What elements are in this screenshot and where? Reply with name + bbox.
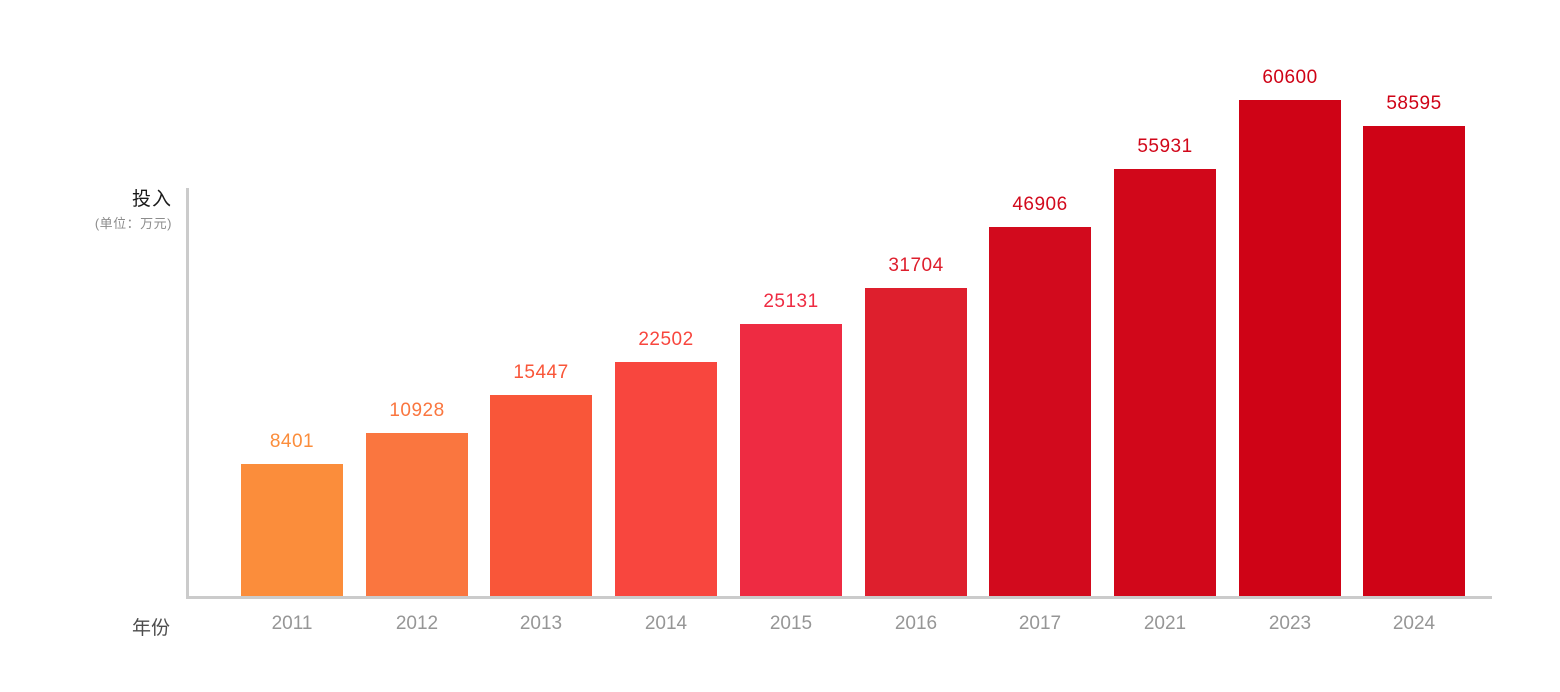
bar-2015 (740, 324, 842, 596)
x-tick-label-2011: 2011 (271, 613, 313, 634)
bar-value-label-2021: 55931 (1137, 136, 1193, 157)
bar-2014 (615, 362, 717, 596)
bar-2012 (366, 433, 468, 596)
y-axis-line (186, 188, 189, 599)
bar-value-label-2017: 46906 (1012, 194, 1068, 215)
x-axis-line (186, 596, 1492, 599)
x-tick-label-2016: 2016 (894, 613, 938, 634)
y-axis-title-block: 投入 (单位：万元) (40, 190, 172, 230)
y-axis-label: 投入 (131, 189, 172, 210)
x-tick-label-2024: 2024 (1392, 613, 1436, 634)
bar-value-label-2015: 25131 (763, 291, 819, 312)
bar-value-label-2012: 10928 (389, 400, 445, 421)
x-tick-label-2023: 2023 (1268, 613, 1312, 634)
bar-2013 (490, 395, 592, 596)
x-tick-label-2015: 2015 (769, 613, 813, 634)
bar-2011 (241, 464, 343, 596)
bar-value-label-2014: 22502 (638, 329, 694, 350)
bar-2016 (865, 288, 967, 596)
x-tick-label-2013: 2013 (519, 613, 563, 634)
x-tick-label-2021: 2021 (1143, 613, 1187, 634)
x-axis-title: 年份 (131, 618, 170, 639)
bar-2017 (989, 227, 1091, 596)
bar-value-label-2023: 60600 (1262, 67, 1318, 88)
bar-value-label-2016: 31704 (888, 255, 944, 276)
bar-2024 (1363, 126, 1465, 596)
x-tick-label-2012: 2012 (395, 613, 439, 634)
x-tick-label-2017: 2017 (1018, 613, 1062, 634)
bar-value-label-2011: 8401 (269, 431, 315, 452)
y-axis-unit-label: (单位：万元) (94, 216, 172, 231)
bar-value-label-2013: 15447 (513, 362, 569, 383)
x-tick-label-2014: 2014 (644, 613, 688, 634)
bar-value-label-2024: 58595 (1386, 93, 1442, 114)
bar-2023 (1239, 100, 1341, 596)
bar-2021 (1114, 169, 1216, 596)
